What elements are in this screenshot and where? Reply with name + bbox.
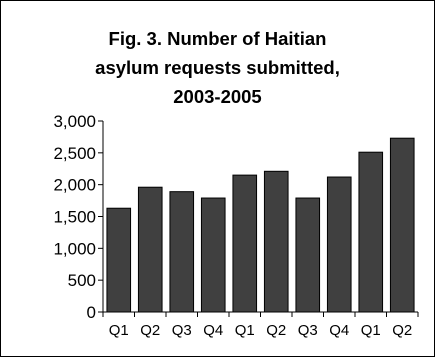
x-tick-label: Q2 [140,322,160,339]
y-tick-label: 500 [68,271,96,290]
bar [295,197,321,313]
bar [200,197,226,313]
y-tick-label: 2,000 [53,176,96,195]
chart-title-line-1: Fig. 3. Number of Haitian [108,28,327,49]
bar [358,151,384,313]
bar [232,174,258,313]
x-tick-label: Q4 [203,322,223,339]
x-tick-label: Q4 [329,322,349,339]
bar [326,176,352,313]
y-tick-label: 1,500 [53,208,96,227]
x-axis: Q1 Q2 Q3 Q4 Q1 Q2 Q3 Q4 Q1 Q2 [102,311,419,339]
y-tick-label: 3,000 [53,112,96,131]
x-tick-label: Q1 [235,322,255,339]
x-tick-label: Q1 [361,322,381,339]
chart-title-line-3: 2003-2005 [173,86,262,107]
x-tick-label: Q1 [109,322,129,339]
chart-title-line-2: asylum requests submitted, [95,57,340,78]
y-tick-label: 0 [87,303,96,322]
bar [106,207,132,313]
bar [389,137,415,313]
bars [106,137,415,313]
bar [263,170,289,313]
x-tick-label: Q3 [172,322,192,339]
y-tick-label: 2,500 [53,144,96,163]
bar [169,191,195,313]
y-tick-label: 1,000 [53,239,96,258]
x-tick-label: Q2 [392,322,412,339]
chart-title: Fig. 3. Number of Haitian asylum request… [0,24,435,111]
x-tick-label: Q2 [266,322,286,339]
x-tick-label: Q3 [298,322,318,339]
y-axis: 0 500 1,000 1,500 2,000 2,500 3,000 [53,112,104,322]
bar [137,186,163,313]
